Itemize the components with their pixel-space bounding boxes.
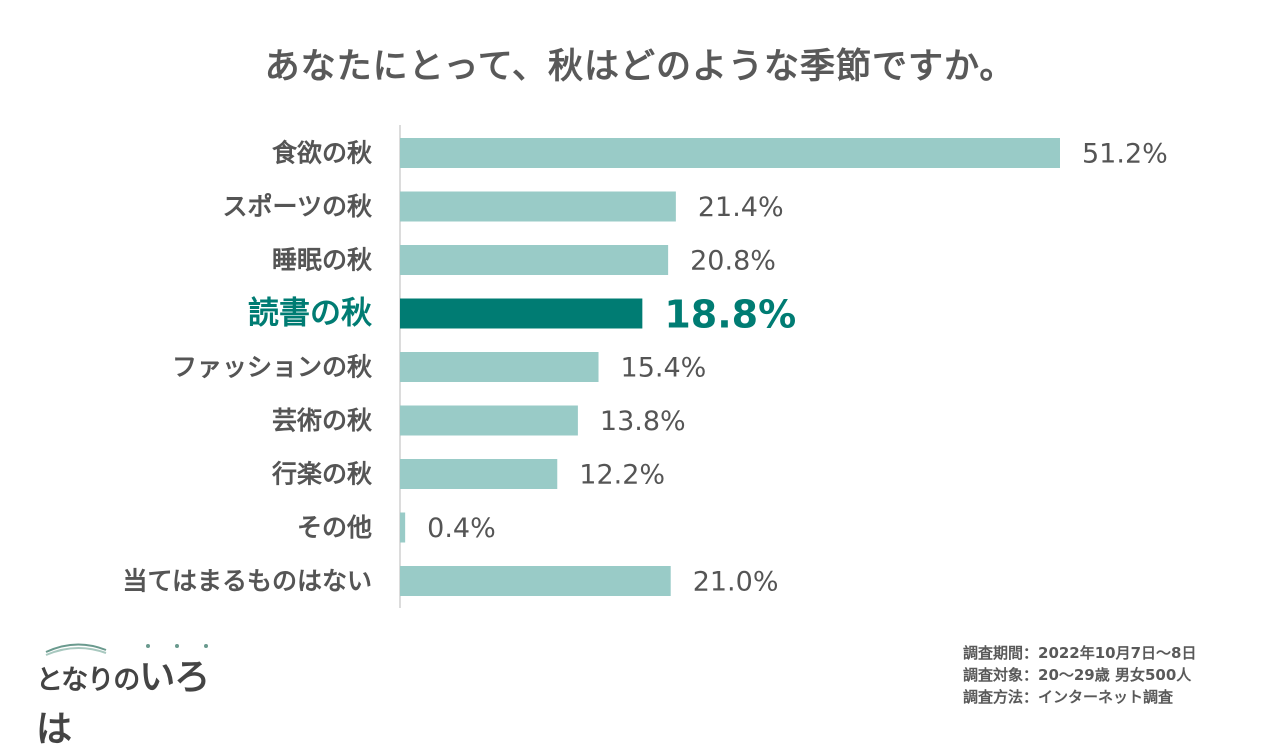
- value-label: 12.2%: [579, 460, 665, 491]
- value-label: 21.0%: [693, 567, 779, 598]
- survey-info: 調査期間：2022年10月7日～8日 調査対象：20～29歳 男女500人 調査…: [963, 642, 1197, 708]
- survey-target: 調査対象：20～29歳 男女500人: [963, 666, 1192, 684]
- logo-text-small: となりの: [36, 665, 140, 696]
- brand-logo: となりのいろは: [36, 636, 226, 750]
- survey-period: 調査期間：2022年10月7日～8日: [963, 644, 1197, 662]
- bar: [400, 405, 578, 436]
- book-arc-icon: [45, 643, 208, 656]
- category-label: 行楽の秋: [271, 460, 373, 489]
- value-label: 0.4%: [427, 513, 496, 544]
- value-label: 21.4%: [698, 192, 784, 223]
- category-label: ファッションの秋: [172, 353, 373, 382]
- value-label: 51.2%: [1082, 139, 1168, 170]
- category-label: 芸術の秋: [272, 406, 373, 435]
- bar-chart: 食欲の秋 51.2% スポーツの秋 21.4% 睡眠の秋 20.8% 読書の秋 18.8% ファ…: [122, 125, 1168, 608]
- bar: [400, 459, 558, 489]
- category-label: 当てはまるものはない: [122, 567, 372, 596]
- logo-text: となりのいろは: [36, 648, 226, 752]
- value-label: 18.8%: [664, 293, 796, 337]
- value-label: 15.4%: [621, 353, 707, 384]
- category-label: その他: [297, 513, 372, 542]
- value-label: 13.8%: [600, 406, 686, 437]
- category-label: スポーツの秋: [222, 192, 373, 221]
- bar: [400, 191, 676, 222]
- bar: [400, 352, 599, 382]
- category-label: 睡眠の秋: [272, 246, 373, 275]
- bar: [400, 512, 406, 543]
- bar: [400, 138, 1060, 168]
- bar: [400, 298, 643, 329]
- value-label: 20.8%: [690, 246, 776, 277]
- bar: [400, 566, 671, 596]
- chart-title: あなたにとって、秋はどのような季節ですか。: [264, 47, 1016, 87]
- category-label: 読書の秋: [248, 296, 372, 332]
- bar: [400, 245, 669, 275]
- category-label: 食欲の秋: [272, 139, 373, 168]
- survey-method: 調査方法：インターネット調査: [963, 688, 1174, 706]
